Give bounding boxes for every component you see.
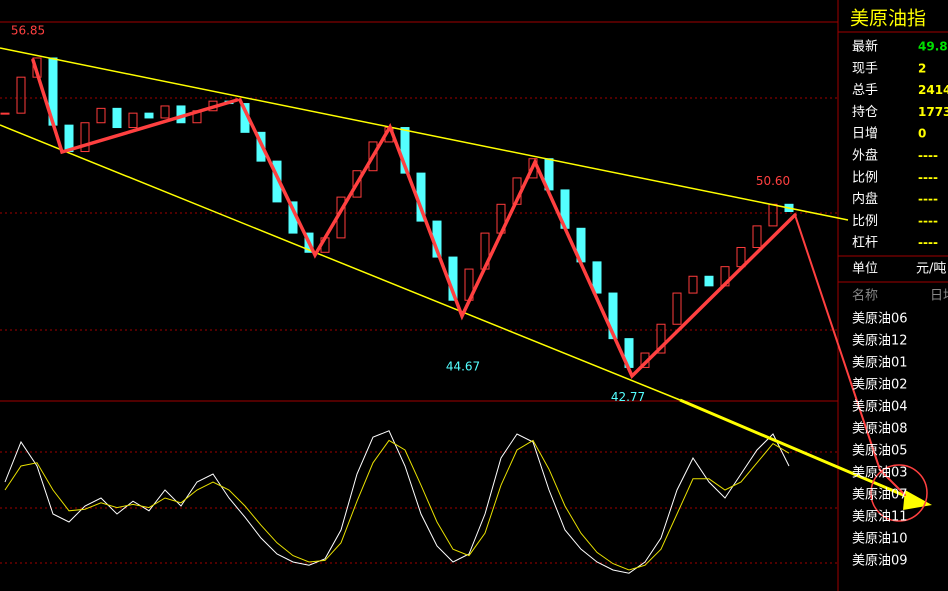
quote-value: 24145 <box>918 83 948 97</box>
contract-name[interactable]: 美原油03 <box>852 466 908 481</box>
candle <box>608 292 618 340</box>
quote-panel: 最新 49.80 现手 2 总手 24145 持仓 1773322 日增 0 外盘 ---- 比例 ---… <box>852 39 948 569</box>
candle <box>160 105 170 119</box>
contract-name[interactable]: 美原油12 <box>852 334 908 349</box>
candle <box>592 261 602 294</box>
quote-value: 0 <box>918 127 926 141</box>
contract-name[interactable]: 美原油11 <box>852 510 908 525</box>
price-label: 42.77 <box>611 390 645 404</box>
contract-name[interactable]: 美原油04 <box>852 400 908 415</box>
contract-name[interactable]: 美原油08 <box>852 422 908 437</box>
contract-name[interactable]: 美原油05 <box>852 444 908 459</box>
panel-title: 美原油指 <box>850 8 926 30</box>
candle <box>752 225 762 248</box>
quote-value: ---- <box>918 214 938 228</box>
quote-label: 比例 <box>852 214 878 229</box>
unit-value: 元/吨 <box>916 262 946 277</box>
candle <box>704 275 714 287</box>
quote-label: 日增 <box>852 127 878 142</box>
wave-arrow <box>238 98 797 380</box>
quote-label: 内盘 <box>852 191 878 207</box>
candle <box>688 275 698 294</box>
price-label: 50.60 <box>756 174 790 188</box>
quote-label: 现手 <box>852 61 878 76</box>
trend-line <box>0 124 681 401</box>
contract-name[interactable]: 美原油06 <box>852 312 908 327</box>
list-header: 日均 <box>930 289 948 304</box>
quote-label: 最新 <box>852 39 878 55</box>
quote-value: ---- <box>918 170 938 184</box>
extreme-labels: 56.85 44.67 42.77 50.60 <box>11 23 790 404</box>
candle <box>352 170 362 198</box>
candle <box>672 292 682 325</box>
quote-label: 比例 <box>852 170 878 185</box>
quote-label: 外盘 <box>852 148 878 164</box>
candle <box>96 107 106 124</box>
oscillator-line <box>4 439 790 571</box>
wave-arrow <box>794 214 906 496</box>
quote-value: ---- <box>918 149 938 163</box>
oscillator <box>4 430 790 574</box>
candle <box>400 127 410 174</box>
trend-line <box>0 47 849 221</box>
trend-arrow <box>679 398 916 502</box>
candle <box>768 203 778 227</box>
quote-value: ---- <box>918 192 938 206</box>
candle <box>80 122 90 153</box>
contract-name[interactable]: 美原油01 <box>852 356 908 371</box>
trend-lines <box>0 47 932 510</box>
quote-label: 杠杆 <box>852 235 878 251</box>
candle <box>368 141 378 172</box>
highlight-circle <box>870 464 928 522</box>
quote-label: 持仓 <box>852 105 878 120</box>
quote-value: 1773322 <box>918 105 948 119</box>
quote-value: 49.80 <box>918 40 948 54</box>
quote-value: 2 <box>918 61 926 75</box>
price-label: 44.67 <box>446 359 480 373</box>
contract-name[interactable]: 美原油02 <box>852 378 908 393</box>
candle <box>112 107 122 129</box>
wave-arrows <box>31 58 928 522</box>
candle <box>16 76 26 114</box>
unit-label: 单位 <box>852 262 878 277</box>
candle <box>656 323 666 354</box>
contract-name[interactable]: 美原油09 <box>852 554 908 569</box>
contract-name[interactable]: 美原油07 <box>852 488 908 503</box>
quote-value: ---- <box>918 236 938 250</box>
list-header: 名称 <box>852 288 878 304</box>
oscillator-line <box>4 430 790 574</box>
price-label: 56.85 <box>11 23 45 37</box>
candle <box>144 112 154 119</box>
quote-label: 总手 <box>852 83 878 98</box>
wave-arrow <box>31 58 239 155</box>
candle <box>0 112 10 115</box>
contract-name[interactable]: 美原油10 <box>852 532 908 547</box>
candle <box>128 112 138 129</box>
